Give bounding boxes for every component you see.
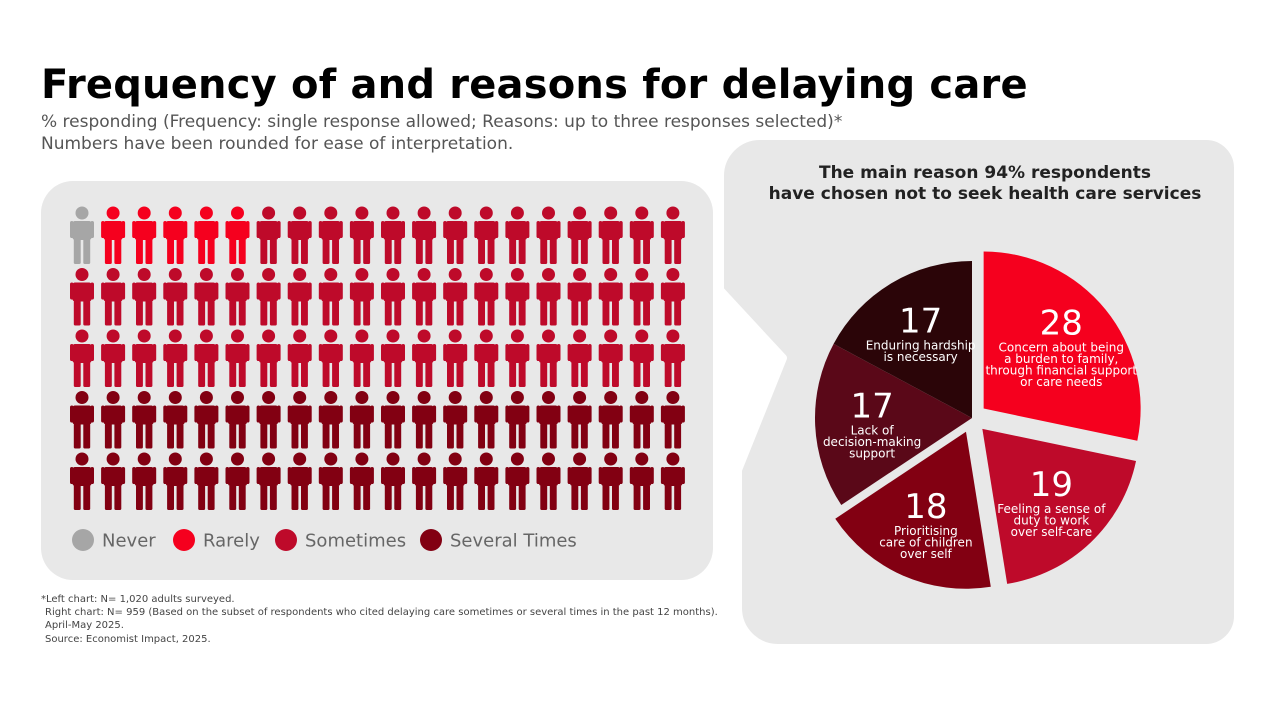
pie-slice-label: support — [849, 447, 895, 461]
legend-label: Never — [102, 531, 156, 552]
pie-value-label: 19 — [1030, 465, 1073, 505]
pie-slice-label: over self — [900, 547, 953, 561]
legend-label: Several Times — [450, 531, 577, 552]
pie-slice — [835, 431, 991, 589]
pie-slice-label: is necessary — [883, 350, 957, 364]
pie-slice-label: duty to work — [1013, 513, 1089, 527]
pie-title-line-1: The main reason 94% respondents — [819, 163, 1151, 183]
legend: Never Rarely Sometimes Several Times — [72, 529, 577, 552]
subtitle-line-1: % responding (Frequency: single response… — [41, 112, 843, 132]
pie-slice-label: Concern about being — [999, 340, 1124, 354]
pie-slice-label: Prioritising — [894, 524, 958, 538]
pie-slice-label: or care needs — [1020, 375, 1102, 389]
page-title: Frequency of and reasons for delaying ca… — [41, 62, 1028, 108]
pie-slice-label: Lack of — [851, 424, 895, 438]
pie-slice — [982, 428, 1137, 584]
pie-value-label: 17 — [899, 302, 942, 342]
pie-slice-label: a burden to family, — [1004, 352, 1118, 366]
pie-slice — [814, 343, 972, 505]
pie-slice-label: over self-care — [1011, 525, 1092, 539]
legend-swatch — [72, 529, 94, 551]
legend-swatch — [275, 529, 297, 551]
pie-slice-label: through financial support — [985, 363, 1137, 377]
footnotes: *Left chart: N= 1,020 adults surveyed. R… — [41, 593, 718, 646]
pie-title-line-2: have chosen not to seek health care serv… — [769, 184, 1202, 204]
legend-swatch — [420, 529, 442, 551]
pie-slice — [833, 261, 972, 418]
footnote-line: Source: Economist Impact, 2025. — [45, 633, 211, 645]
pie-slice-label: care of children — [879, 536, 972, 550]
footnote-line: *Left chart: N= 1,020 adults surveyed. — [41, 594, 235, 605]
legend-label: Rarely — [203, 531, 260, 552]
pie-slice-label: decision-making — [823, 435, 921, 449]
footnote-line: April-May 2025. — [45, 620, 124, 632]
footnote-line: Right chart: N= 959 (Based on the subset… — [45, 607, 718, 619]
pie-value-label: 18 — [904, 487, 947, 527]
subtitle-line-2: Numbers have been rounded for ease of in… — [41, 134, 514, 154]
legend-swatch — [173, 529, 195, 551]
pie-value-label: 28 — [1040, 303, 1083, 343]
pie-slice-label: Enduring hardship — [866, 339, 976, 353]
legend-label: Sometimes — [305, 531, 406, 552]
pie-slice — [983, 251, 1141, 441]
pie-slice-label: Feeling a sense of — [997, 502, 1106, 516]
pie-value-label: 17 — [850, 387, 893, 427]
